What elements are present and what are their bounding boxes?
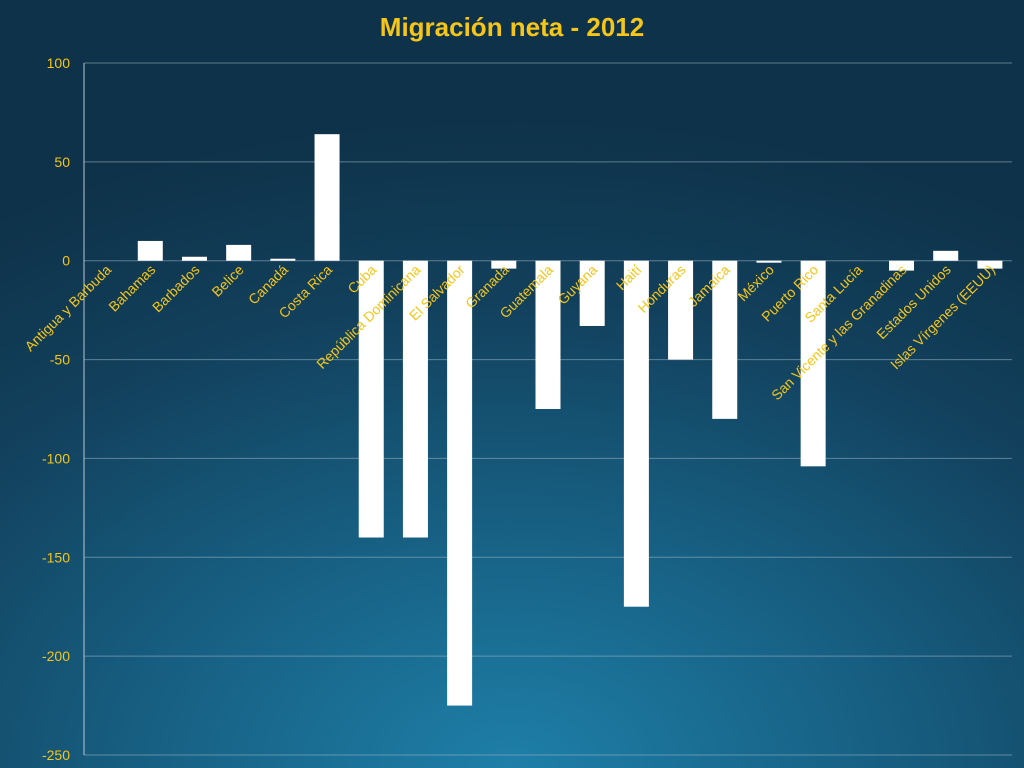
x-category-label: México (734, 261, 777, 304)
bar (535, 260, 561, 409)
bars (137, 134, 1003, 706)
y-tick-label: -250 (42, 747, 70, 763)
bar (668, 260, 694, 360)
bar (712, 260, 738, 419)
x-category-label: Barbados (149, 262, 203, 316)
bar (889, 260, 915, 271)
bar (447, 260, 473, 706)
bar (977, 260, 1003, 269)
bar (314, 134, 340, 261)
y-tick-label: -100 (42, 450, 70, 466)
x-category-label: Belice (209, 261, 247, 299)
y-tick-label: 50 (54, 154, 70, 170)
y-tick-label: -50 (50, 352, 70, 368)
x-category-label: Antigua y Barbuda (21, 261, 114, 354)
y-tick-label: 100 (47, 55, 71, 71)
bar (623, 260, 649, 607)
y-axis-ticks: 100 50 0 -50 -100 -150 -200 -250 (42, 55, 70, 763)
bar (402, 260, 428, 538)
chart-title: Migración neta - 2012 (379, 12, 645, 42)
bar (933, 250, 959, 261)
bar (358, 260, 384, 538)
y-tick-label: 0 (62, 253, 70, 269)
bar (270, 258, 296, 261)
bar (491, 260, 517, 269)
bar (181, 256, 207, 261)
y-tick-label: -200 (42, 648, 70, 664)
y-tick-label: -150 (42, 549, 70, 565)
bar (579, 260, 605, 326)
bar (800, 260, 826, 467)
bar (756, 260, 782, 263)
bar (137, 240, 163, 261)
bar (226, 244, 252, 261)
